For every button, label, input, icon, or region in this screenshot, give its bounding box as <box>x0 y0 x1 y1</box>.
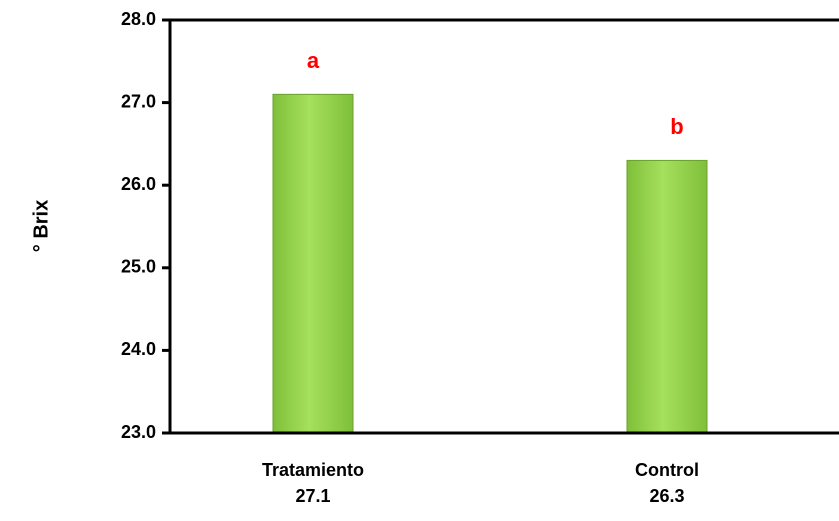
y-tick-label: 23.0 <box>121 422 156 442</box>
value-label: 26.3 <box>649 486 684 506</box>
y-tick-label: 25.0 <box>121 257 156 277</box>
y-tick-label: 27.0 <box>121 91 156 111</box>
plot-frame <box>168 18 839 435</box>
x-tick-label: Control <box>635 460 699 480</box>
annotation: a <box>307 48 320 73</box>
x-tick-label: Tratamiento <box>262 460 364 480</box>
y-tick-label: 28.0 <box>121 9 156 29</box>
value-label: 27.1 <box>295 486 330 506</box>
y-axis-label: ° Brix <box>30 200 52 252</box>
bar <box>626 159 708 434</box>
annotation: b <box>670 114 683 139</box>
bar <box>272 93 354 434</box>
y-tick-label: 26.0 <box>121 174 156 194</box>
y-tick-label: 24.0 <box>121 339 156 359</box>
